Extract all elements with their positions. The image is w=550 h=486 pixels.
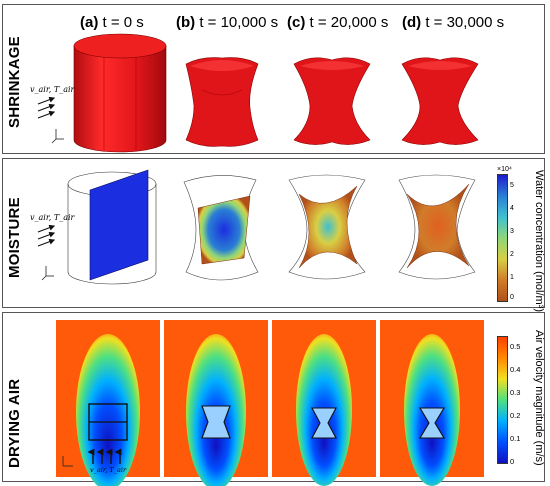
moisture-exponent: ×10⁴ (497, 166, 512, 173)
moisture-colorbar (497, 174, 508, 302)
moisture-tick-2: 2 (510, 251, 514, 258)
moisture-tick-4: 4 (510, 205, 514, 212)
stage-title-d: (d) t = 30,000 s (402, 14, 505, 31)
moisture-tick-0: 0 (510, 294, 514, 301)
moisture-tick-5: 5 (510, 182, 514, 189)
flow-label-shrinkage: v_air, T_air (30, 85, 75, 94)
air-tick-0.2: 0.2 (510, 411, 521, 420)
row-label-shrinkage: SHRINKAGE (6, 36, 23, 128)
air-field-b (164, 320, 268, 486)
flow-arrows-moisture (37, 224, 56, 247)
row-label-drying-air: DRYING AIR (6, 378, 23, 468)
moisture-slab-c (288, 174, 366, 280)
stage-title-b: (b) t = 10,000 s (176, 14, 279, 31)
air-tick-0.1: 0.1 (510, 434, 521, 443)
axis-triad-drying-air (62, 456, 73, 467)
air-colorbar (497, 336, 508, 464)
air-colorbar-title: Air velocity magnitude (m/s) (533, 330, 545, 466)
shrinkage-shape-b (185, 57, 259, 147)
air-arrows-a (87, 448, 122, 464)
shrinkage-shape-c (293, 57, 371, 145)
flow-label-moisture: v_air, T_air (30, 213, 75, 222)
moisture-slab-d (398, 174, 476, 280)
air-field-c (272, 320, 376, 486)
moisture-tick-3: 3 (510, 228, 514, 235)
stage-title-c: (c) t = 20,000 s (287, 14, 389, 31)
moisture-slab-b (183, 175, 259, 281)
moisture-slab-a (67, 169, 157, 285)
moisture-colorbar-title: Water concentration (mol/m³) (533, 170, 545, 313)
air-tick-0: 0 (510, 457, 515, 466)
shrinkage-cylinder-a (73, 33, 167, 153)
axis-triad-moisture (41, 266, 54, 281)
air-field-d (380, 320, 484, 486)
stage-title-a: (a) t = 0 s (80, 14, 144, 31)
axis-triad-shrinkage (51, 129, 64, 144)
flow-arrows-shrinkage (37, 96, 56, 119)
air-tick-0.5: 0.5 (510, 342, 521, 351)
air-tick-0.4: 0.4 (510, 365, 521, 374)
row-label-moisture: MOISTURE (6, 197, 23, 278)
flow-label-drying-air: v_air, T_air (90, 466, 127, 474)
moisture-tick-1: 1 (510, 274, 514, 281)
air-tick-0.3: 0.3 (510, 388, 521, 397)
shrinkage-shape-d (401, 57, 479, 145)
